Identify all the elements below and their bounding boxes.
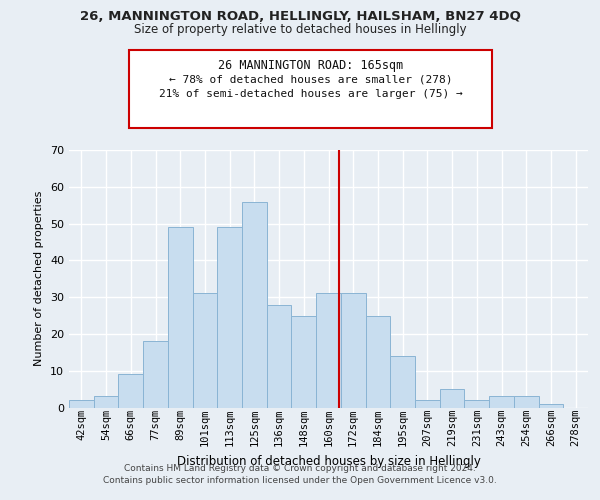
Bar	[365, 316, 390, 408]
Text: Size of property relative to detached houses in Hellingly: Size of property relative to detached ho…	[134, 22, 466, 36]
Bar	[168, 227, 193, 408]
Bar	[267, 304, 292, 408]
Bar	[292, 316, 316, 408]
Bar	[69, 400, 94, 407]
Y-axis label: Number of detached properties: Number of detached properties	[34, 191, 44, 366]
Bar	[316, 294, 341, 408]
Bar	[242, 202, 267, 408]
Bar	[193, 294, 217, 408]
Bar	[143, 342, 168, 407]
Bar	[539, 404, 563, 407]
Bar	[464, 400, 489, 407]
Bar	[415, 400, 440, 407]
Bar	[341, 294, 365, 408]
Bar	[94, 396, 118, 407]
X-axis label: Distribution of detached houses by size in Hellingly: Distribution of detached houses by size …	[176, 454, 481, 468]
Bar	[514, 396, 539, 407]
Bar	[217, 227, 242, 408]
Text: Contains public sector information licensed under the Open Government Licence v3: Contains public sector information licen…	[103, 476, 497, 485]
Text: 21% of semi-detached houses are larger (75) →: 21% of semi-detached houses are larger (…	[158, 89, 463, 99]
Bar	[489, 396, 514, 407]
Text: 26 MANNINGTON ROAD: 165sqm: 26 MANNINGTON ROAD: 165sqm	[218, 59, 403, 72]
Bar	[118, 374, 143, 408]
Text: Contains HM Land Registry data © Crown copyright and database right 2024.: Contains HM Land Registry data © Crown c…	[124, 464, 476, 473]
Text: ← 78% of detached houses are smaller (278): ← 78% of detached houses are smaller (27…	[169, 74, 452, 84]
Bar	[390, 356, 415, 408]
Text: 26, MANNINGTON ROAD, HELLINGLY, HAILSHAM, BN27 4DQ: 26, MANNINGTON ROAD, HELLINGLY, HAILSHAM…	[80, 10, 520, 23]
Bar	[440, 389, 464, 407]
